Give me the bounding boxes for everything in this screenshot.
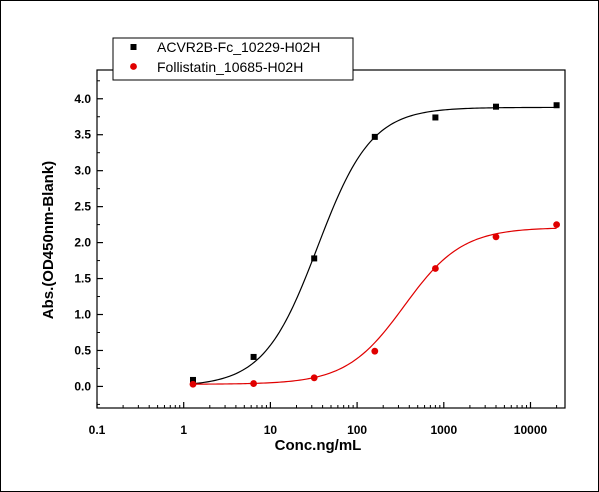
- legend-marker-series-2: [130, 63, 137, 70]
- y-tick-label: 2.0: [74, 236, 91, 250]
- y-tick-label: 0.5: [74, 343, 91, 357]
- y-axis-ticks: 0.0 0.5 1.0 1.5 2.0 2.5 3.0 3.5 4.0: [74, 80, 103, 405]
- data-point-series-2: [492, 233, 500, 241]
- data-point-series-2: [371, 347, 379, 355]
- y-tick-label: 4.0: [74, 92, 91, 106]
- fit-curve-series-2: [192, 227, 557, 385]
- fit-curves: [192, 106, 557, 385]
- data-point-series-2: [189, 380, 197, 388]
- legend-label-series-1: ACVR2B-Fc_10229-H02H: [157, 39, 320, 55]
- data-markers: [189, 102, 560, 388]
- legend-marker-series-1: [130, 44, 137, 50]
- data-point-series-2: [310, 374, 318, 382]
- legend: ACVR2B-Fc_10229-H02H Follistatin_10685-H…: [112, 37, 354, 81]
- y-tick-label: 3.0: [74, 164, 91, 178]
- x-tick-label: 10000: [514, 423, 548, 437]
- data-point-series-1: [311, 255, 318, 262]
- y-tick-label: 3.5: [74, 128, 91, 142]
- x-tick-label: 0.1: [89, 423, 106, 437]
- x-tick-label: 100: [347, 423, 367, 437]
- x-axis-title: Conc.ng/mL: [275, 437, 362, 454]
- data-point-series-1: [432, 114, 439, 121]
- data-point-series-1: [553, 102, 560, 109]
- y-tick-label: 1.0: [74, 308, 91, 322]
- y-tick-label: 2.5: [74, 200, 91, 214]
- y-tick-label: 0.0: [74, 379, 91, 393]
- y-tick-label: 1.5: [74, 272, 91, 286]
- data-point-series-1: [189, 376, 196, 383]
- y-axis-title: Abs.(OD450nm-Blank): [40, 161, 57, 319]
- data-point-series-1: [492, 103, 499, 110]
- data-point-series-2: [553, 221, 560, 229]
- x-tick-label: 1: [180, 423, 187, 437]
- x-axis-ticks: 0.1 1 10 100 1000 10000: [89, 402, 558, 437]
- data-point-series-1: [250, 353, 257, 360]
- data-point-series-2: [250, 380, 257, 387]
- data-point-series-2: [431, 265, 439, 272]
- legend-box: [112, 37, 354, 81]
- x-tick-label: 1000: [430, 423, 457, 437]
- legend-label-series-2: Follistatin_10685-H02H: [157, 59, 303, 75]
- x-tick-label: 10: [264, 423, 278, 437]
- data-point-series-1: [371, 133, 378, 140]
